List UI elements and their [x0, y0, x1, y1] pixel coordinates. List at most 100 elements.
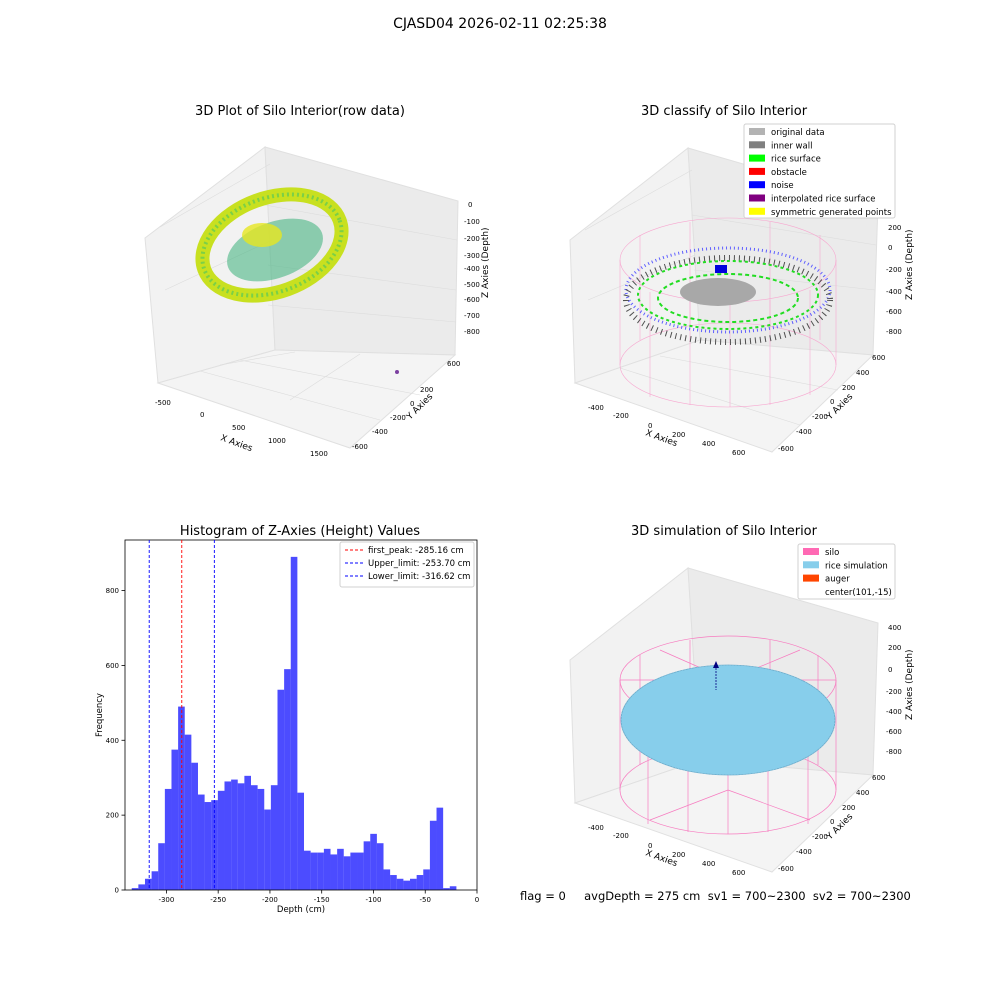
sim-ytick: -600: [778, 865, 794, 873]
histogram-bar: [436, 807, 444, 890]
legend-label: inner wall: [771, 141, 812, 151]
simulation-plot-title: 3D simulation of Silo Interior: [631, 524, 817, 539]
sim-zlabel: Z Axies (Depth): [905, 649, 915, 720]
histogram-bar: [304, 850, 311, 890]
histogram-bar: [250, 785, 258, 890]
legend-swatch: [749, 141, 765, 149]
histogram-bar: [178, 706, 185, 890]
raw-xtick: 0: [200, 411, 204, 419]
histogram-bar: [429, 820, 437, 890]
histogram-bar: [224, 781, 232, 890]
histogram-bar: [290, 556, 298, 890]
raw-3d-axes: -500 0 500 1000 1500 600 200 0 -200 -400…: [144, 146, 491, 458]
legend-label: auger: [825, 575, 850, 585]
classify-ytick: -400: [796, 428, 812, 436]
histogram-bar: [270, 785, 278, 890]
raw-ztick: -100: [464, 218, 480, 226]
raw-ytick: 600: [447, 360, 460, 368]
histogram-ylabel: Frequency: [95, 693, 105, 737]
raw-ytick: 200: [420, 386, 433, 394]
histogram-bar: [151, 871, 159, 890]
histogram-bar: [449, 886, 457, 890]
histogram-bar: [131, 888, 139, 890]
histogram-bar: [390, 875, 397, 890]
legend-label: center(101,-15): [825, 588, 892, 598]
sim-ytick: 400: [856, 789, 869, 797]
raw-ztick: -300: [464, 252, 480, 260]
histogram-bar: [197, 794, 205, 890]
classify-ytick: -600: [778, 445, 794, 453]
raw-ytick: -200: [390, 414, 406, 422]
legend-label: silo: [825, 548, 839, 558]
histogram-bar: [396, 878, 404, 890]
histogram-bar: [158, 843, 165, 890]
histogram-bar: [237, 783, 245, 890]
histogram-xtick-label: -300: [158, 896, 174, 904]
histogram-bar: [184, 734, 192, 890]
classify-ztick: -400: [886, 288, 902, 296]
histogram-legend: [339, 541, 475, 588]
classify-ytick: -200: [812, 413, 828, 421]
raw-ztick: 0: [468, 201, 472, 209]
legend-label: rice simulation: [825, 561, 888, 571]
simulation-legend: silo rice simulation auger center(101,-15): [797, 543, 896, 600]
histogram-ytick-label: 400: [106, 737, 119, 745]
histogram-bar: [343, 856, 351, 890]
histogram-xtick-label: 0: [475, 896, 479, 904]
raw-xtick: 1500: [310, 450, 328, 458]
legend-swatch: [749, 154, 765, 162]
legend-label: symmetric generated points: [771, 208, 892, 218]
histogram-bar: [171, 749, 179, 890]
raw-ytick: -400: [372, 428, 388, 436]
sim-ztick: -800: [886, 748, 902, 756]
legend-label: Upper_limit: -253.70 cm: [368, 559, 471, 569]
histogram-bar: [383, 869, 391, 890]
histogram-bar: [376, 843, 384, 890]
histogram-bar: [410, 878, 417, 890]
classify-plot-title: 3D classify of Silo Interior: [640, 104, 808, 119]
sim-xtick: 600: [732, 869, 745, 877]
legend-swatch: [749, 128, 765, 135]
legend-label: rice surface: [771, 155, 821, 165]
histogram-ytick-label: 200: [106, 812, 119, 820]
sim-xtick: -200: [613, 832, 629, 840]
histogram-xtick-label: -150: [314, 896, 330, 904]
sim-ztick: -400: [886, 708, 902, 716]
raw-ztick: -400: [464, 265, 480, 273]
histogram-ytick-label: 600: [106, 662, 119, 670]
histogram-bar: [317, 852, 324, 890]
figure-title: CJASD04 2026-02-11 02:25:38: [393, 16, 607, 32]
classify-legend: original data inner wall rice surface obsta…: [743, 123, 896, 219]
classify-ytick: 600: [872, 354, 885, 362]
raw-ztick: -200: [464, 235, 480, 243]
sim-xtick: 400: [702, 860, 715, 868]
histogram-bar: [204, 802, 212, 890]
legend-swatch: [803, 574, 819, 582]
classify-zlabel: Z Axies (Depth): [905, 229, 915, 300]
legend-label: obstacle: [771, 168, 807, 178]
classify-xtick: 200: [672, 431, 685, 439]
sim-ytick: 0: [830, 818, 834, 826]
histogram-xtick-label: -200: [262, 896, 278, 904]
legend-label: noise: [771, 181, 794, 191]
depth-histogram: -300 -250 -200 -150 -100 -50 0 0 200 400 600 800 Dep…: [95, 539, 479, 915]
classify-ztick: -200: [886, 266, 902, 274]
classify-ztick: -600: [886, 308, 902, 316]
histogram-bar: [264, 809, 271, 890]
histogram-bar: [244, 775, 251, 890]
histogram-xtick-label: -50: [420, 896, 431, 904]
histogram-bar: [423, 869, 430, 890]
legend-label: original data: [771, 128, 825, 138]
classify-ztick: -800: [886, 328, 902, 336]
status-line: flag = 0 avgDepth = 275 cm sv1 = 700~230…: [520, 889, 911, 903]
histogram-bar: [257, 788, 265, 890]
histogram-bar: [164, 788, 172, 890]
legend-label: first_peak: -285.16 cm: [368, 546, 464, 556]
histogram-frame: [124, 539, 478, 891]
histogram-bar: [370, 833, 377, 890]
histogram-bar: [363, 841, 371, 890]
classify-ztick: 0: [888, 244, 892, 252]
